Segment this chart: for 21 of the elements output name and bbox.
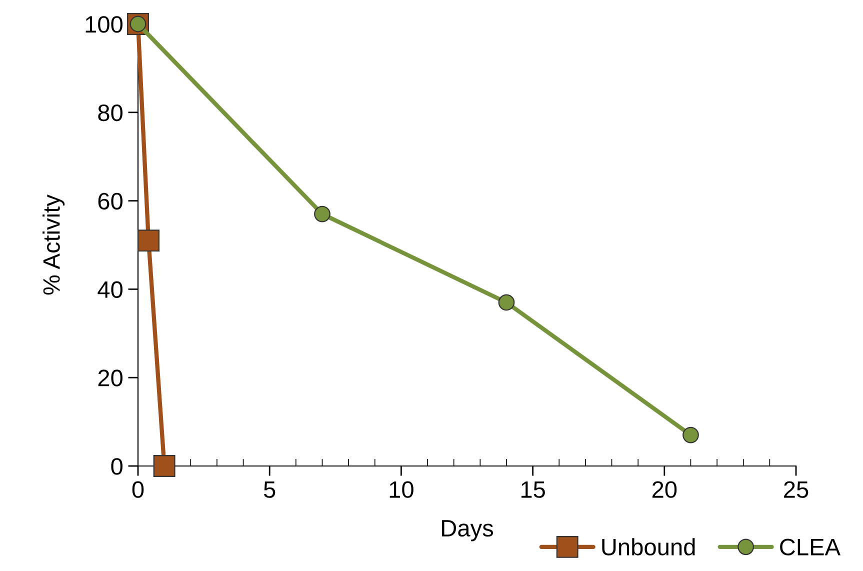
- x-tick-label: 10: [390, 481, 414, 498]
- point: [498, 294, 515, 311]
- y-tick-label: 60: [98, 192, 122, 210]
- x-tick-label: 20: [652, 481, 677, 498]
- y-tick-label: 0: [111, 458, 122, 475]
- point: [153, 455, 176, 477]
- x-tick-label: 15: [521, 481, 545, 498]
- y-tick-label: 80: [98, 104, 122, 122]
- x-tick-label: 0: [132, 481, 144, 498]
- x-tick-label: 25: [784, 481, 808, 498]
- legend-label: CLEA: [780, 538, 840, 556]
- y-axis-title: % Activity: [42, 194, 65, 295]
- point: [138, 230, 160, 252]
- y-tick-label: 40: [98, 281, 122, 298]
- point: [314, 206, 330, 222]
- x-axis-title: Days: [442, 520, 494, 542]
- y-tick-label: 20: [98, 370, 122, 386]
- x-tick-label: 5: [264, 481, 276, 498]
- legend-label: Unbound: [602, 538, 695, 556]
- point: [682, 426, 699, 444]
- y-tick-label: 100: [86, 16, 122, 33]
